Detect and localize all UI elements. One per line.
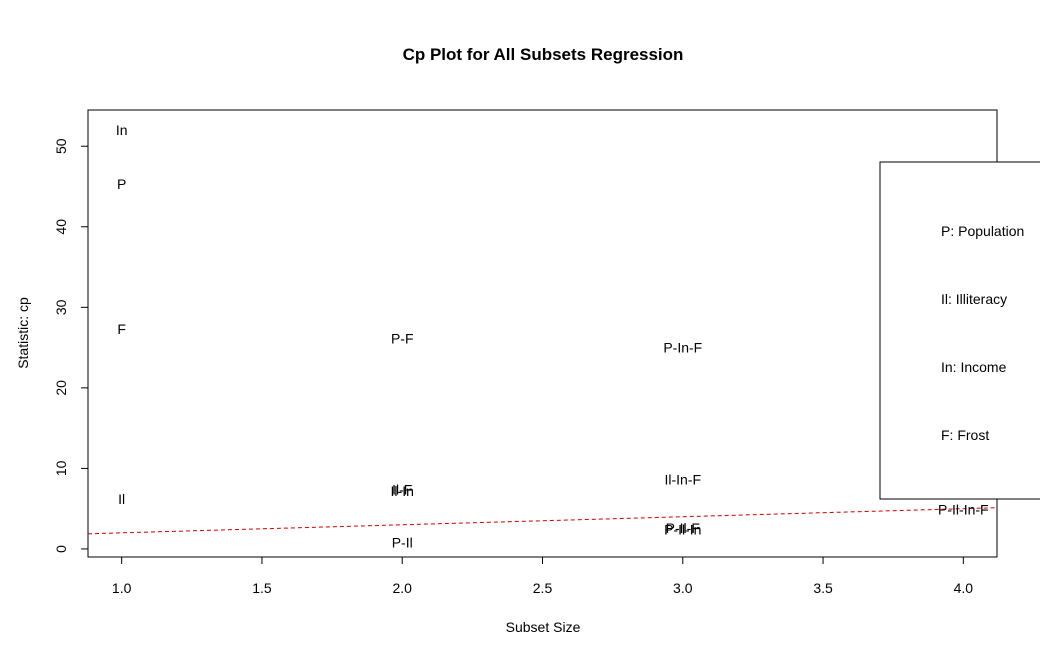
chart-title: Cp Plot for All Subsets Regression [403, 45, 684, 64]
y-tick-label: 0 [53, 545, 69, 553]
y-tick-label: 20 [53, 380, 69, 396]
y-tick-label: 30 [53, 299, 69, 315]
point-label: P-Il-F [666, 520, 700, 536]
point-label: Il [118, 491, 125, 507]
legend: P: Population Il: Illiteracy In: Income F: … [879, 161, 1040, 500]
x-axis-title: Subset Size [506, 619, 581, 635]
point-label: P [117, 176, 126, 192]
point-label: P-Il-In-F [938, 501, 989, 517]
x-tick-label: 3.5 [813, 580, 833, 596]
reference-line-path [87, 507, 998, 535]
x-axis: 1.0 1.5 2.0 2.5 3.0 3.5 4.0 [112, 556, 974, 596]
point-labels: In P F Il P-F Il-FIl-In P-Il P-In-F Il-In-F P-Il-… [116, 122, 989, 550]
reference-line [87, 507, 998, 535]
legend-entry: F: Frost [941, 427, 989, 443]
point-label: F [117, 321, 126, 337]
x-tick-label: 4.0 [954, 580, 974, 596]
point-label: Il-In [391, 483, 414, 499]
point-label: P-Il-In [664, 522, 701, 538]
x-tick-label: 1.5 [252, 580, 272, 596]
y-tick-label: 50 [53, 138, 69, 154]
point-label: P-Il [392, 535, 413, 551]
x-tick-label: 2.0 [392, 580, 412, 596]
point-label: Il-F [392, 481, 412, 497]
legend-entry: Il: Illiteracy [941, 291, 1007, 307]
legend-box [879, 161, 1040, 500]
y-axis: 0 10 20 30 40 50 [53, 138, 89, 553]
point-label: P-In-F [663, 340, 702, 356]
point-label: Il-In-F [664, 472, 701, 488]
x-tick-label: 2.5 [533, 580, 553, 596]
legend-entry: In: Income [941, 359, 1007, 375]
plot-frame [87, 109, 998, 558]
point-label: In [116, 122, 128, 138]
y-axis-title: Statistic: cp [15, 297, 31, 369]
x-tick-label: 3.0 [673, 580, 693, 596]
legend-entry: P: Population [941, 223, 1024, 239]
y-tick-label: 10 [53, 460, 69, 476]
x-tick-label: 1.0 [112, 580, 132, 596]
y-tick-label: 40 [53, 219, 69, 235]
point-label: P-F [391, 331, 414, 347]
